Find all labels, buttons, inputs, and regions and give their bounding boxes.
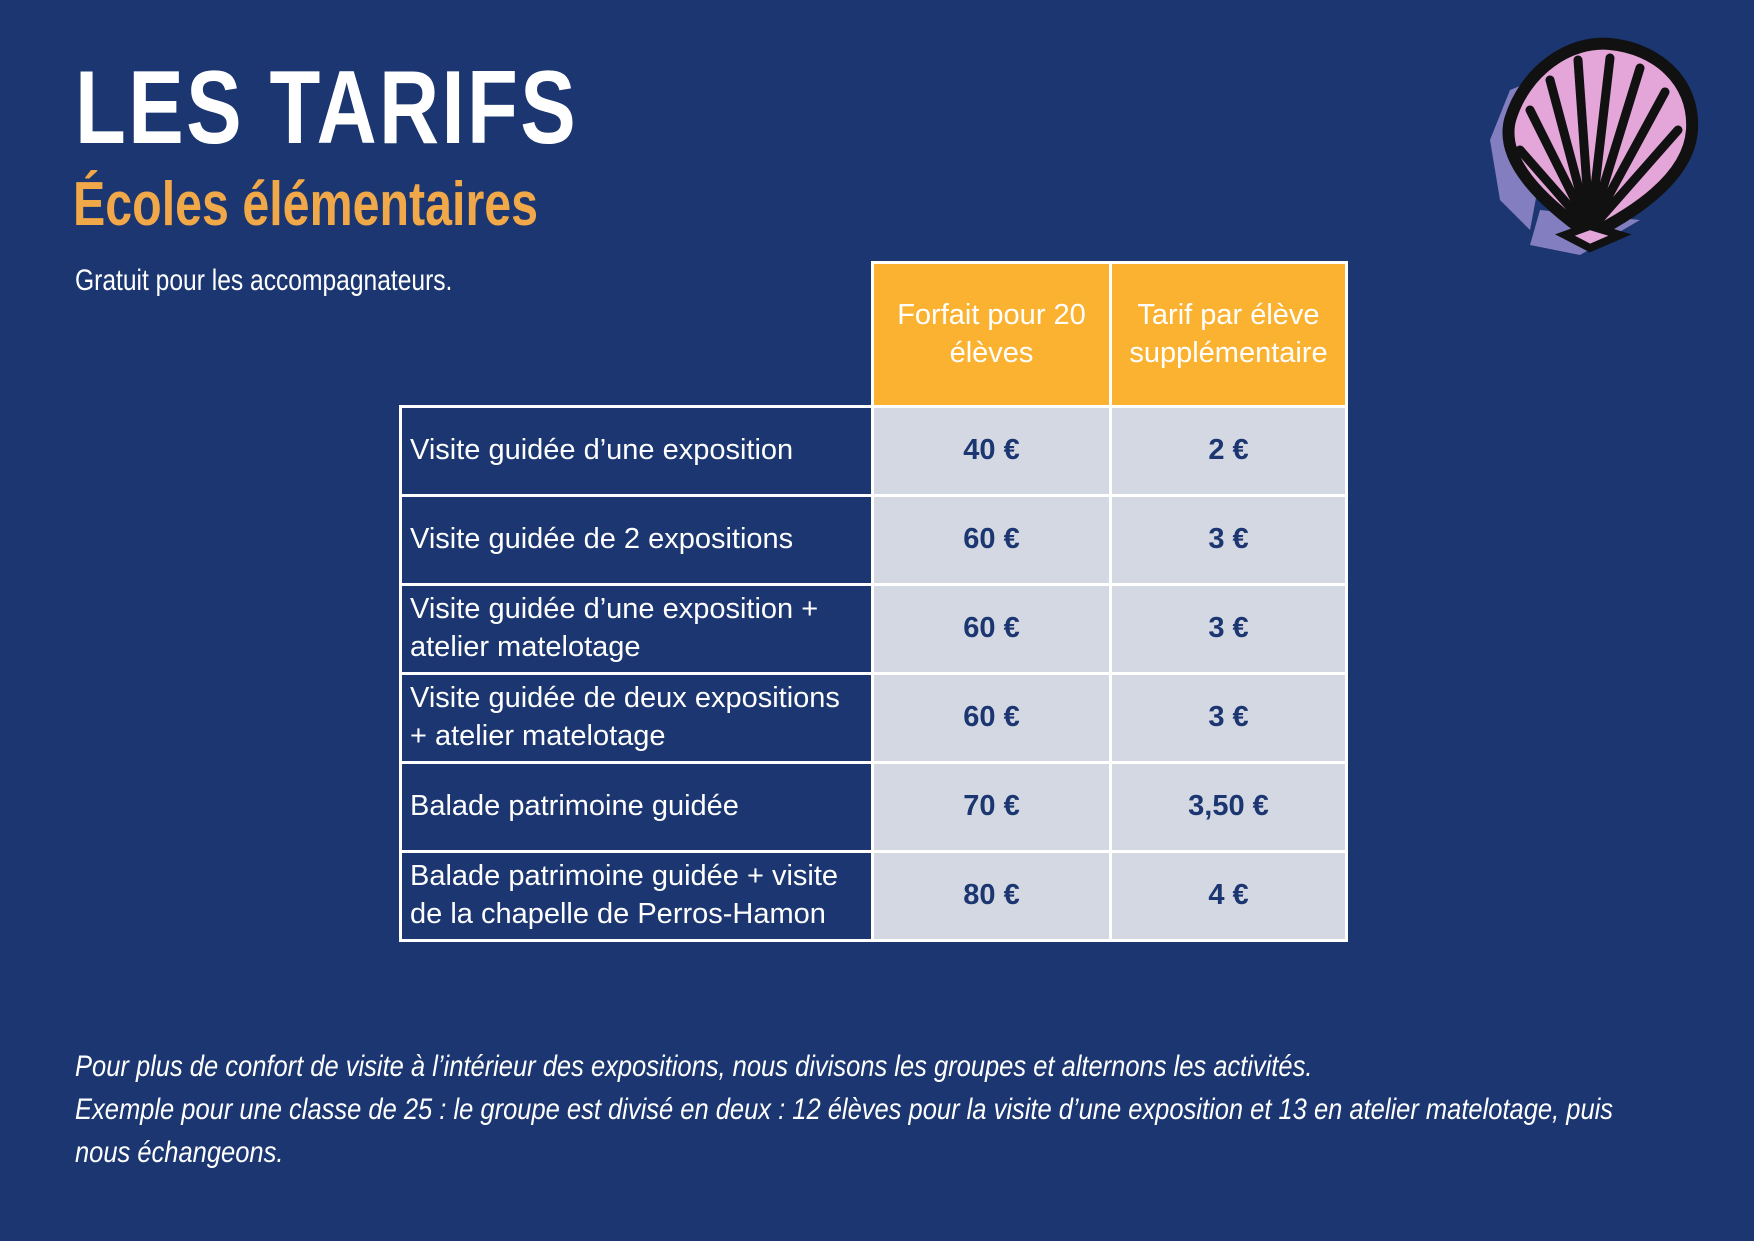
- row-label: Visite guidée d’une exposition: [399, 405, 874, 497]
- price-cell: 80 €: [871, 850, 1112, 942]
- price-cell: 60 €: [871, 494, 1112, 586]
- row-label: Balade patrimoine guidée: [399, 761, 874, 853]
- row-label: Visite guidée d’une exposition + atelier…: [399, 583, 874, 675]
- footer-line: Pour plus de confort de visite à l’intér…: [75, 1050, 1313, 1083]
- column-header: Forfait pour 20 élèves: [871, 261, 1112, 408]
- row-label: Balade patrimoine guidée + visite de la …: [399, 850, 874, 942]
- price-cell: 4 €: [1109, 850, 1348, 942]
- price-cell: 3,50 €: [1109, 761, 1348, 853]
- footer-line: Exemple pour une classe de 25 : le group…: [75, 1093, 1614, 1169]
- shell-icon: [1490, 37, 1699, 255]
- price-cell: 40 €: [871, 405, 1112, 497]
- row-label: Visite guidée de 2 expositions: [399, 494, 874, 586]
- price-cell: 2 €: [1109, 405, 1348, 497]
- row-label: Visite guidée de deux expositions + atel…: [399, 672, 874, 764]
- price-cell: 60 €: [871, 583, 1112, 675]
- footer: Pour plus de confort de visite à l’intér…: [75, 1045, 1631, 1174]
- price-cell: 3 €: [1109, 583, 1348, 675]
- price-cell: 70 €: [871, 761, 1112, 853]
- subtitle: Écoles élémentaires: [73, 170, 539, 239]
- note: Gratuit pour les accompagnateurs.: [75, 264, 453, 297]
- price-cell: 3 €: [1109, 494, 1348, 586]
- title: LES TARIFS: [75, 50, 579, 166]
- price-cell: 3 €: [1109, 672, 1348, 764]
- column-header: Tarif par élève supplémentaire: [1109, 261, 1348, 408]
- price-cell: 60 €: [871, 672, 1112, 764]
